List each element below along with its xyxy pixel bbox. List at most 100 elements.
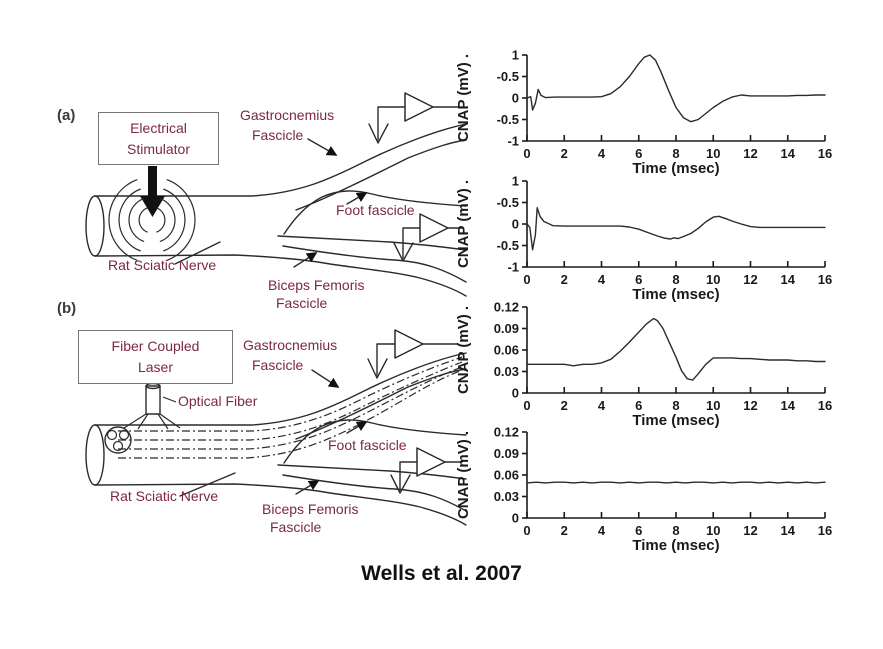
panel-b-tag: (b) xyxy=(57,300,77,317)
rat-sciatic-nerve-label-b: Rat Sciatic Nerve xyxy=(110,488,219,504)
biceps-femoris-label-b-line1: Biceps Femoris xyxy=(262,501,359,517)
electrode-tip xyxy=(368,123,389,144)
foot-arrow-a xyxy=(346,192,368,205)
amplifier-icon xyxy=(416,447,446,477)
x-tick-label: 0 xyxy=(523,272,530,287)
gastrocnemius-label-b-line2: Fascicle xyxy=(252,357,304,373)
laser-path-3 xyxy=(118,366,463,450)
y-axis-title: CNAP (mV) . xyxy=(455,180,472,268)
y-tick-label: 0 xyxy=(512,386,519,401)
x-tick-label: 4 xyxy=(598,398,606,413)
nerve-top-gastro-top-a xyxy=(94,123,467,197)
amplifier-electrode-b-gastro xyxy=(367,329,459,379)
gastrocnemius-label-a-line2: Fascicle xyxy=(252,127,304,143)
x-tick-label: 4 xyxy=(598,272,606,287)
x-tick-label: 8 xyxy=(672,523,679,538)
gastro-bottom-b xyxy=(295,368,467,440)
x-axis-title: Time (msec) xyxy=(632,537,719,554)
cnap-trace xyxy=(526,317,826,381)
biceps-top-a xyxy=(282,245,467,283)
x-tick-label: 10 xyxy=(706,523,720,538)
x-tick-label: 16 xyxy=(818,523,832,538)
panel-a-tag: (a) xyxy=(57,107,76,124)
electrode-tip xyxy=(367,358,388,379)
x-tick-label: 2 xyxy=(561,523,568,538)
y-tick-label: 0.03 xyxy=(494,489,519,504)
gastro-bottom-a xyxy=(295,139,467,211)
x-tick-label: 8 xyxy=(672,146,679,161)
stimulation-ripple-arcs xyxy=(108,179,196,261)
cnap-chart-laser-biceps: 0.12 0.09 0.06 0.03 00 2 4 6 8 10 12 14 16 Time (msec… xyxy=(455,425,832,555)
x-axis-title: Time (msec) xyxy=(632,412,719,429)
amplifier-electrode-a-biceps xyxy=(393,213,463,262)
y-tick-label: 0.09 xyxy=(494,446,519,461)
x-tick-label: 12 xyxy=(743,398,757,413)
gastro-arrow-b xyxy=(311,369,340,388)
stimulator-arrow xyxy=(140,166,165,217)
figure-caption: Wells et al. 2007 xyxy=(361,562,522,585)
electrode-tip xyxy=(390,474,411,494)
nerve-top-gastro-top-b xyxy=(94,352,467,426)
x-tick-label: 2 xyxy=(561,146,568,161)
y-tick-label: -0.5 xyxy=(497,112,519,127)
x-tick-label: 4 xyxy=(598,523,606,538)
biceps-arrow-b xyxy=(295,480,320,495)
optical-fiber-pointer xyxy=(162,396,177,403)
x-tick-label: 8 xyxy=(672,272,679,287)
x-tick-label: 0 xyxy=(523,523,530,538)
electrode-wire xyxy=(402,227,421,259)
electrode-wire xyxy=(376,343,396,376)
rat-sciatic-nerve-pointer-a xyxy=(174,241,221,265)
x-tick-label: 6 xyxy=(635,146,642,161)
electrical-stimulator-label-line1: Electrical xyxy=(130,119,187,136)
x-tick-label: 10 xyxy=(706,146,720,161)
fiber-coupled-laser-label-line2: Laser xyxy=(137,359,174,375)
x-tick-label: 16 xyxy=(818,146,832,161)
amplifier-icon xyxy=(404,92,434,122)
y-tick-label: -0.5 xyxy=(497,195,519,210)
axes xyxy=(526,432,825,519)
electrical-stimulator-box: Electrical Stimulator xyxy=(98,112,219,165)
y-tick-label: 1 xyxy=(512,48,519,63)
x-tick-label: 16 xyxy=(818,398,832,413)
x-tick-label: 12 xyxy=(743,146,757,161)
foot-top-a xyxy=(283,190,467,235)
x-tick-label: 6 xyxy=(635,523,642,538)
y-tick-label: 1 xyxy=(512,174,519,189)
optical-fiber-label: Optical Fiber xyxy=(178,393,258,409)
axes xyxy=(526,181,825,268)
schematic-art xyxy=(85,92,467,526)
biceps-femoris-label-b-line2: Fascicle xyxy=(270,519,322,535)
biceps-arrow-a xyxy=(293,252,318,268)
axes xyxy=(526,55,825,142)
y-tick-label: 0.03 xyxy=(494,364,519,379)
biceps-femoris-label-a-line1: Biceps Femoris xyxy=(268,277,365,293)
rat-sciatic-nerve-pointer-b xyxy=(179,472,236,497)
y-tick-label: 0 xyxy=(512,217,519,232)
biceps-top-b xyxy=(282,474,467,512)
optical-fiber-art xyxy=(123,382,181,430)
x-axis-title: Time (msec) xyxy=(632,160,719,177)
nerve-bottom-biceps-bottom-a xyxy=(94,254,467,297)
fiber-bundle-cross-section xyxy=(104,426,132,454)
x-tick-label: 12 xyxy=(743,272,757,287)
amplifier-electrode-b-biceps xyxy=(390,447,463,494)
x-tick-label: 8 xyxy=(672,398,679,413)
y-tick-label: -1 xyxy=(507,260,519,275)
y-tick-label: -1 xyxy=(507,134,519,149)
x-tick-label: 14 xyxy=(781,272,796,287)
x-tick-label: 10 xyxy=(706,272,720,287)
electrode-wire xyxy=(377,106,406,141)
foot-bottom-b xyxy=(277,464,467,480)
gastrocnemius-label-b-line1: Gastrocnemius xyxy=(243,337,338,353)
x-tick-label: 0 xyxy=(523,146,530,161)
x-tick-label: 2 xyxy=(561,398,568,413)
cnap-trace xyxy=(526,207,826,251)
rat-sciatic-nerve-label-a: Rat Sciatic Nerve xyxy=(108,257,217,273)
foot-fascicle-label-a: Foot fascicle xyxy=(336,202,415,218)
panel-b-nerve-diagram xyxy=(85,352,467,526)
foot-fascicle-label-b: Foot fascicle xyxy=(328,437,407,453)
x-tick-label: 10 xyxy=(706,398,720,413)
x-tick-label: 14 xyxy=(781,523,796,538)
foot-top-b xyxy=(283,419,467,464)
